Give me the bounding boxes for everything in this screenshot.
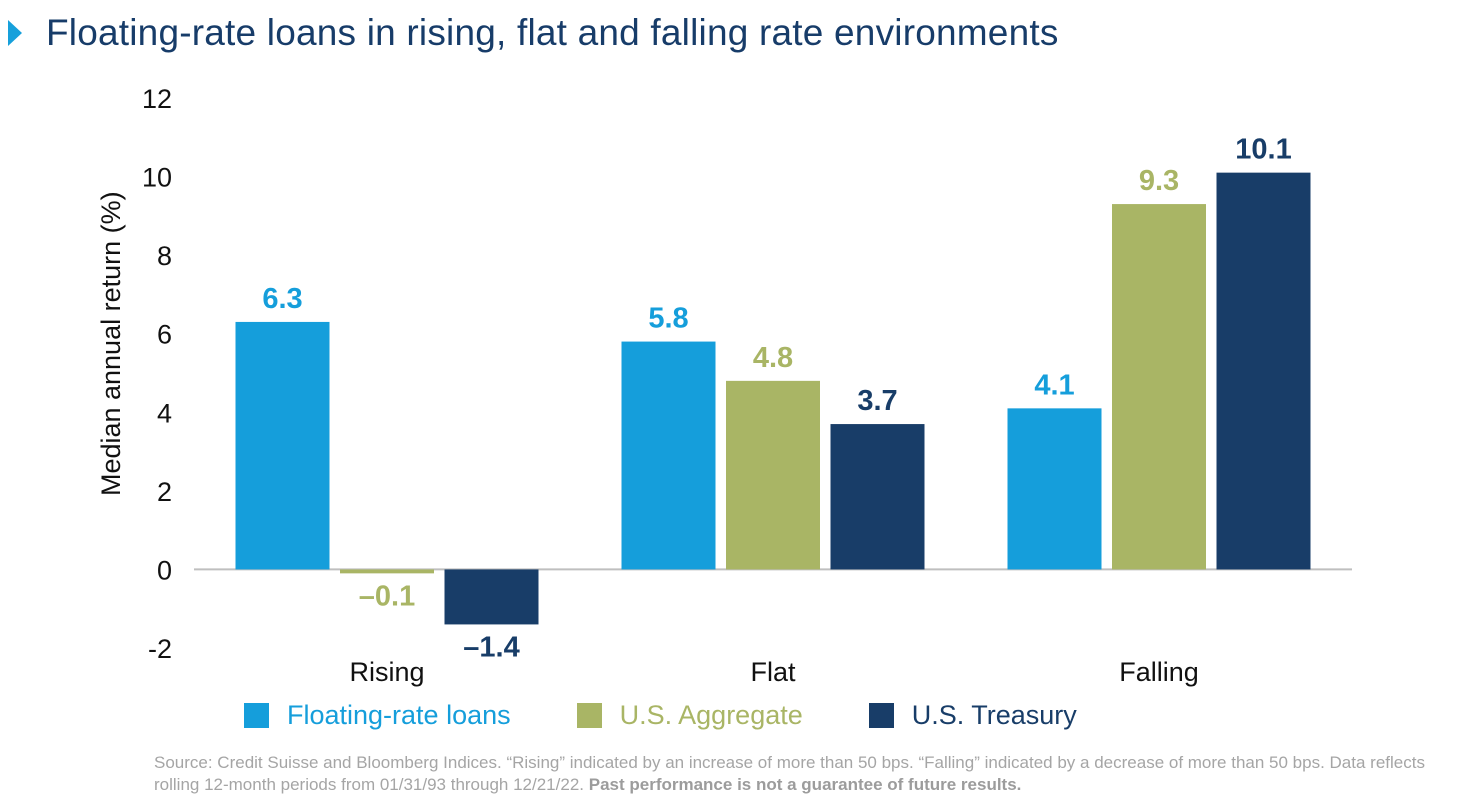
y-tick-label: 4: [157, 398, 172, 428]
bar: [1112, 204, 1206, 570]
disclaimer-text: Past performance is not a guarantee of f…: [588, 775, 1022, 794]
y-tick-label: 6: [157, 320, 172, 350]
y-tick-label: 2: [157, 477, 172, 507]
x-tick-label: Flat: [750, 657, 796, 687]
legend: Floating-rate loans U.S. Aggregate U.S. …: [244, 700, 1143, 731]
legend-label-treasury: U.S. Treasury: [911, 700, 1077, 730]
legend-swatch-aggregate: [576, 703, 602, 728]
legend-swatch-floating: [244, 703, 269, 728]
data-label: 4.1: [1034, 369, 1074, 401]
data-label: 5.8: [648, 303, 688, 335]
title-arrow-icon: [8, 20, 22, 46]
bar: [1216, 172, 1311, 570]
bar: [1007, 408, 1102, 570]
data-label: –0.1: [359, 580, 415, 612]
data-label: –1.4: [463, 631, 519, 663]
bar: [621, 341, 716, 570]
bar: [340, 569, 434, 574]
y-axis-label: Median annual return (%): [96, 191, 126, 496]
y-tick-label: 8: [157, 241, 172, 271]
bar-chart: -2 0 2 4 6 8 10 12 Median annual return (%) 6.3 –0…: [96, 84, 1352, 687]
title-bar: Floating-rate loans in rising, flat and …: [8, 8, 1059, 58]
data-label: 9.3: [1139, 165, 1179, 197]
bar: [830, 424, 925, 570]
x-tick-label: Falling: [1119, 657, 1199, 687]
bar: [726, 380, 820, 570]
y-tick-label: 10: [142, 163, 172, 193]
legend-item-floating-rate-loans: Floating-rate loans: [244, 700, 511, 731]
legend-label-aggregate: U.S. Aggregate: [619, 700, 803, 730]
source-text: Source: Credit Suisse and Bloomberg Indi…: [154, 753, 1425, 794]
legend-item-us-treasury: U.S. Treasury: [868, 700, 1077, 731]
legend-label-floating: Floating-rate loans: [287, 700, 511, 730]
y-tick-label: -2: [148, 634, 172, 664]
data-label: 4.8: [753, 342, 793, 374]
data-label: 6.3: [262, 283, 302, 315]
bar: [444, 569, 539, 625]
data-label: 10.1: [1235, 134, 1291, 166]
data-label: 3.7: [857, 385, 897, 417]
x-tick-label: Rising: [349, 657, 424, 687]
y-tick-label: 12: [142, 84, 172, 114]
legend-item-us-aggregate: U.S. Aggregate: [576, 700, 803, 731]
chart-title: Floating-rate loans in rising, flat and …: [46, 12, 1059, 53]
legend-swatch-treasury: [868, 703, 894, 728]
source-note: Source: Credit Suisse and Bloomberg Indi…: [154, 752, 1444, 796]
bar: [235, 321, 330, 570]
y-tick-label: 0: [157, 555, 172, 585]
